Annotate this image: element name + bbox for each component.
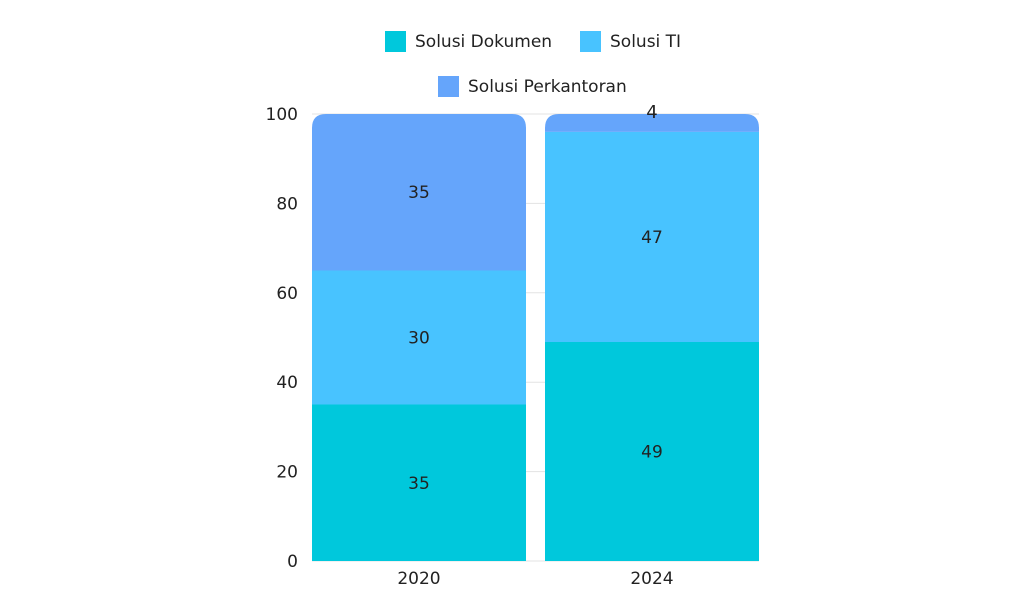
- x-tick-label: 2020: [397, 569, 440, 589]
- y-tick-label: 80: [276, 194, 298, 214]
- x-axis: 2020 2024: [397, 569, 673, 589]
- bar-segment: [545, 131, 759, 342]
- legend-item: Solusi Perkantoran: [438, 76, 627, 97]
- bar-segment: [545, 114, 759, 132]
- legend: Solusi Dokumen Solusi TI Solusi Perkantora…: [385, 31, 681, 97]
- data-label: 35: [408, 474, 430, 494]
- data-label: 47: [641, 228, 663, 248]
- legend-label: Solusi Perkantoran: [468, 77, 627, 97]
- bar-segment: [545, 341, 759, 561]
- x-tick-label: 2024: [630, 569, 673, 589]
- bar-segment: [312, 404, 526, 561]
- legend-swatch: [580, 31, 601, 52]
- data-label: 4: [646, 102, 657, 123]
- legend-item: Solusi TI: [580, 31, 681, 52]
- y-tick-label: 60: [276, 284, 298, 304]
- data-label: 30: [408, 329, 430, 349]
- bar-stack-2020: 35 30 35: [312, 114, 526, 561]
- bars: 35 30 35 49 47 4: [312, 102, 759, 561]
- y-tick-label: 100: [266, 105, 298, 125]
- bar-segment: [312, 114, 526, 271]
- legend-swatch: [438, 76, 459, 97]
- legend-item: Solusi Dokumen: [385, 31, 552, 52]
- y-axis: 0 20 40 60 80 100: [266, 105, 298, 572]
- data-label: 49: [641, 442, 663, 462]
- bar-stack-2024: 49 47 4: [545, 102, 759, 561]
- y-tick-label: 20: [276, 463, 298, 483]
- bar-segment: [312, 270, 526, 405]
- y-tick-label: 0: [287, 552, 298, 572]
- legend-swatch: [385, 31, 406, 52]
- y-tick-label: 40: [276, 373, 298, 393]
- data-label: 35: [408, 183, 430, 203]
- legend-label: Solusi Dokumen: [415, 32, 552, 52]
- legend-label: Solusi TI: [610, 32, 681, 52]
